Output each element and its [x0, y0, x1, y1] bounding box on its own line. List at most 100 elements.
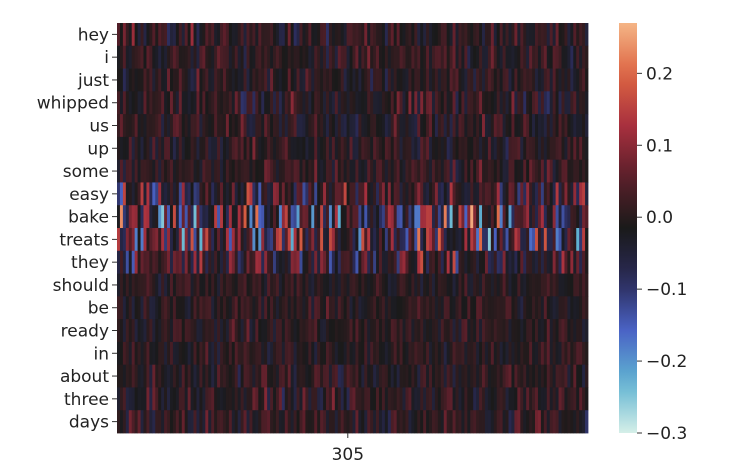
heatmap-cell — [426, 319, 430, 343]
heatmap-cell — [517, 319, 521, 343]
heatmap-cell — [390, 45, 395, 69]
heatmap-cell — [317, 159, 321, 183]
heatmap-cell — [208, 228, 212, 252]
heatmap-cell — [384, 319, 389, 343]
heatmap-cell — [417, 23, 421, 47]
heatmap-cell — [293, 45, 297, 69]
heatmap-cell — [399, 273, 403, 297]
heatmap-cell — [376, 250, 380, 274]
heatmap-cell — [361, 45, 365, 69]
heatmap-cell — [376, 91, 380, 115]
heatmap-cell — [535, 159, 539, 183]
heatmap-cell — [208, 250, 212, 274]
heatmap-cell — [255, 410, 259, 434]
heatmap-cell — [393, 91, 398, 115]
heatmap-cell — [414, 387, 418, 411]
heatmap-cell — [128, 341, 133, 366]
heatmap-cell — [493, 91, 498, 115]
heatmap-cell — [146, 296, 150, 320]
heatmap-cell — [537, 182, 542, 206]
heatmap-cell — [537, 23, 542, 47]
heatmap-cell — [499, 296, 504, 320]
heatmap-cell — [470, 273, 474, 297]
heatmap-cell — [449, 341, 453, 366]
heatmap-cell — [155, 387, 159, 411]
heatmap-cell — [128, 159, 133, 183]
heatmap-cell — [376, 45, 380, 69]
heatmap-cell — [293, 136, 297, 161]
heatmap-cell — [275, 182, 280, 206]
heatmap-cell — [190, 91, 194, 115]
heatmap-cell — [190, 182, 194, 206]
heatmap-cell — [502, 341, 506, 366]
heatmap-cell — [305, 45, 309, 69]
heatmap-cell — [261, 228, 265, 252]
heatmap-cell — [473, 114, 477, 138]
heatmap-cell — [434, 410, 439, 434]
heatmap-cell — [264, 410, 268, 434]
heatmap-cell — [249, 45, 253, 69]
heatmap-cell — [340, 136, 345, 161]
heatmap-cell — [358, 23, 362, 47]
heatmap-cell — [393, 68, 398, 92]
heatmap-cell — [202, 91, 206, 115]
heatmap-cell — [384, 410, 389, 434]
heatmap-cell — [579, 319, 583, 343]
heatmap-cell — [405, 410, 409, 434]
heatmap-cell — [193, 45, 197, 69]
heatmap-cell — [234, 341, 239, 366]
heatmap-cell — [520, 136, 524, 161]
heatmap-cell — [552, 182, 557, 206]
heatmap-cell — [582, 114, 586, 138]
heatmap-cell — [240, 114, 244, 138]
heatmap-cell — [119, 410, 124, 434]
heatmap-cell — [264, 182, 268, 206]
heatmap-cell — [390, 410, 395, 434]
heatmap-cell — [514, 45, 518, 69]
heatmap-cell — [317, 136, 321, 161]
heatmap-cell — [449, 273, 453, 297]
heatmap-cell — [155, 364, 159, 388]
heatmap-cell — [582, 273, 586, 297]
heatmap-cell — [546, 182, 551, 206]
heatmap-cell — [293, 205, 297, 229]
heatmap-cell — [161, 159, 165, 183]
heatmap-cell — [187, 228, 191, 252]
heatmap-cell — [502, 205, 506, 229]
heatmap-cell — [158, 250, 162, 274]
heatmap-cell — [576, 387, 580, 411]
heatmap-cell — [164, 228, 168, 252]
heatmap-cell — [396, 114, 400, 138]
heatmap-cell — [255, 182, 259, 206]
heatmap-cell — [526, 228, 530, 252]
heatmap-cell — [331, 23, 336, 47]
heatmap-cell — [546, 387, 551, 411]
heatmap-cell — [211, 205, 215, 229]
heatmap-cell — [508, 45, 512, 69]
heatmap-cell — [367, 205, 371, 229]
heatmap-cell — [208, 159, 212, 183]
heatmap-cell — [202, 159, 206, 183]
heatmap-cell — [458, 296, 462, 320]
heatmap-cell — [414, 410, 418, 434]
heatmap-cell — [496, 273, 501, 297]
heatmap-cell — [155, 319, 159, 343]
heatmap-cell — [431, 250, 436, 274]
heatmap-cell — [482, 91, 486, 115]
heatmap-cell — [378, 273, 383, 297]
heatmap-cell — [305, 387, 309, 411]
heatmap-cell — [296, 45, 300, 69]
heatmap-cell — [258, 205, 262, 229]
heatmap-cell — [381, 364, 386, 388]
heatmap-cell — [308, 364, 312, 388]
heatmap-cell — [214, 364, 218, 388]
heatmap-cell — [134, 159, 138, 183]
heatmap-cell — [437, 273, 442, 297]
heatmap-cell — [343, 114, 348, 138]
heatmap-cell — [193, 250, 197, 274]
heatmap-cell — [252, 114, 256, 138]
heatmap-cell — [529, 205, 533, 229]
heatmap-cell — [520, 91, 524, 115]
heatmap-cell — [378, 364, 383, 388]
